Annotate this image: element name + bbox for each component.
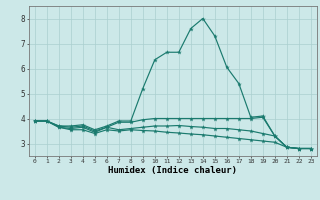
X-axis label: Humidex (Indice chaleur): Humidex (Indice chaleur) (108, 166, 237, 175)
